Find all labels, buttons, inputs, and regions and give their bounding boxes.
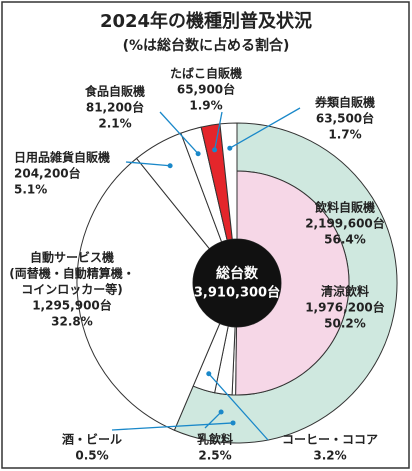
leader-line <box>204 411 222 429</box>
center-text: 総台数 <box>216 265 259 282</box>
breakdown-label: コーヒー・ココア <box>282 433 378 447</box>
leader-dot <box>212 147 218 153</box>
category-value: 32.8% <box>51 315 93 329</box>
category-count: 81,200台 <box>86 100 144 115</box>
category-value: 56.4% <box>324 233 366 247</box>
category-count: 63,500台 <box>316 111 374 126</box>
category-label: 食品自販機 <box>84 84 145 99</box>
breakdown-value: 2.5% <box>198 449 231 463</box>
category-label: 日用品雑貨自販機 <box>14 150 110 165</box>
category-label: 券類自販機 <box>314 95 375 110</box>
breakdown-label: 清涼飲料 <box>321 284 369 299</box>
breakdown-label: 酒・ビール <box>62 432 122 447</box>
category-count: 2,199,600台 <box>305 216 385 231</box>
category-value: 1.7% <box>328 128 361 142</box>
category-value: 5.1% <box>14 183 47 197</box>
category-label: (両替機・自動精算機・ <box>9 266 135 281</box>
category-value: 2.1% <box>98 117 131 131</box>
breakdown-value: 0.5% <box>75 449 108 463</box>
chart-title: 2024年の機種別普及状況 <box>100 10 312 32</box>
leader-dot <box>230 420 236 426</box>
chart-subtitle: (%は総台数に占める割合) <box>123 37 290 54</box>
category-count: 65,900台 <box>177 82 235 97</box>
breakdown-value: 50.2% <box>324 317 366 331</box>
center-text: 3,910,300台 <box>194 285 280 301</box>
category-value: 1.9% <box>189 99 222 113</box>
category-label: コインロッカー等) <box>21 282 123 297</box>
category-count: 204,200台 <box>14 166 81 181</box>
center-hole <box>193 239 281 327</box>
leader-line <box>125 161 171 167</box>
leader-line <box>208 373 269 441</box>
leader-dot <box>227 145 233 151</box>
breakdown-value: 3.2% <box>313 449 346 463</box>
leader-line <box>229 107 301 149</box>
category-label: 自動サービス機 <box>30 250 114 265</box>
leader-dot <box>195 151 201 157</box>
leader-line <box>213 111 223 150</box>
leader-line <box>159 111 199 155</box>
leader-line <box>111 422 234 431</box>
category-label: 飲料自販機 <box>314 200 375 215</box>
leader-dot <box>206 371 212 377</box>
category-count: 1,295,900台 <box>32 298 112 313</box>
breakdown-count: 1,976,200台 <box>305 300 385 315</box>
breakdown-label: 乳飲料 <box>197 432 233 447</box>
leader-dot <box>167 163 173 169</box>
leader-dot <box>218 409 224 415</box>
category-label: たばこ自販機 <box>170 66 242 81</box>
